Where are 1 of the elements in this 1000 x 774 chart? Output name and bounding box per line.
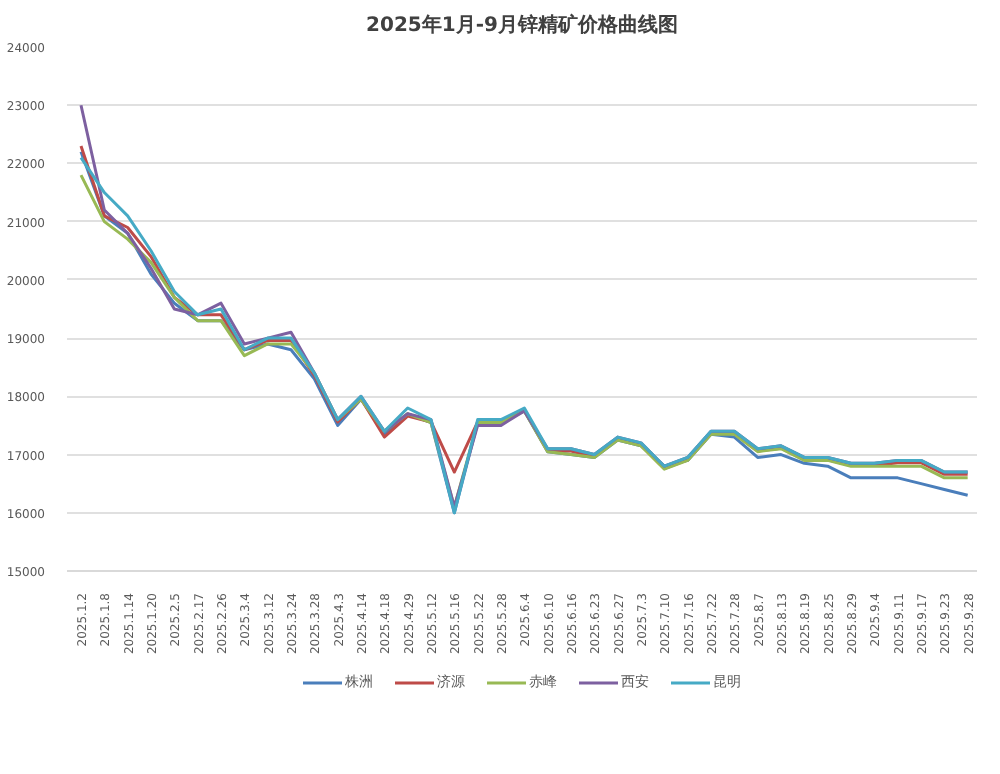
- chart-title: 2025年1月-9月锌精矿价格曲线图: [366, 13, 678, 37]
